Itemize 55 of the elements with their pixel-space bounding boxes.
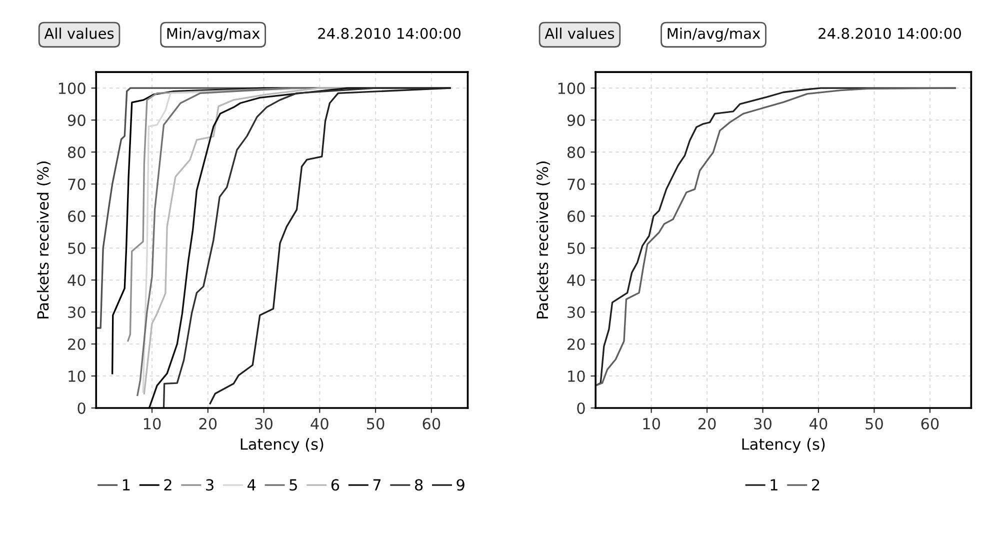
text: Min/avg/max (167, 28, 260, 42)
y-tick-label: 50 (568, 242, 585, 254)
y-tick-label: 30 (568, 306, 585, 318)
y-axis-title: Packets received (%) (536, 162, 550, 318)
legend-label: 1 (123, 479, 130, 490)
y-tick-label: 90 (68, 114, 86, 126)
y-tick-label: 0 (78, 402, 86, 414)
y-tick-label: 80 (567, 146, 585, 158)
text: Min/avg/max (668, 28, 760, 42)
y-tick-label: 100 (558, 82, 585, 94)
y-tick-label: 90 (567, 114, 585, 126)
x-tick-label: 50 (866, 418, 883, 430)
x-tick-label: 40 (810, 418, 828, 430)
text: All values (44, 28, 114, 39)
legend-label: 4 (247, 479, 256, 490)
y-tick-label: 0 (577, 402, 585, 414)
legend-label: 3 (206, 479, 214, 491)
x-axis-title: Latency (s) (742, 438, 825, 453)
y-tick-label: 40 (68, 274, 86, 286)
y-tick-label: 20 (68, 338, 86, 350)
legend-label: 1 (770, 479, 778, 490)
legend-label: 6 (331, 479, 340, 491)
y-tick-label: 20 (568, 338, 585, 350)
y-tick-label: 80 (68, 146, 86, 158)
x-tick-label: 50 (367, 418, 384, 430)
y-tick-label: 100 (58, 82, 86, 94)
x-tick-label: 60 (921, 418, 939, 430)
x-axis-title: Latency (s) (240, 438, 324, 453)
y-tick-label: 10 (68, 370, 86, 382)
x-tick-label: 60 (422, 418, 440, 430)
text: 24.8.2010 14:00:00 (818, 28, 961, 39)
y-axis-title: Packets received (%) (36, 162, 51, 318)
x-tick-label: 10 (643, 418, 660, 430)
y-tick-label: 70 (568, 178, 585, 190)
x-tick-label: 30 (255, 418, 272, 430)
y-tick-label: 30 (68, 306, 86, 318)
y-tick-label: 60 (567, 210, 585, 222)
x-tick-label: 10 (144, 418, 161, 430)
y-tick-label: 60 (68, 210, 86, 222)
legend-label: 8 (414, 479, 423, 491)
x-tick-label: 20 (698, 418, 716, 430)
y-tick-label: 10 (568, 370, 585, 382)
y-tick-label: 50 (68, 242, 86, 254)
x-tick-label: 40 (310, 418, 328, 430)
legend-label: 2 (812, 479, 820, 490)
legend-label: 9 (456, 479, 464, 491)
y-tick-label: 40 (567, 274, 585, 286)
x-tick-label: 30 (754, 418, 772, 430)
text: All values (544, 28, 614, 39)
x-tick-label: 20 (199, 418, 217, 430)
text: 24.8.2010 14:00:00 (318, 28, 461, 39)
legend-label: 7 (373, 479, 381, 490)
y-tick-label: 70 (68, 178, 86, 190)
legend-label: 5 (290, 479, 297, 491)
legend-label: 2 (164, 479, 172, 490)
